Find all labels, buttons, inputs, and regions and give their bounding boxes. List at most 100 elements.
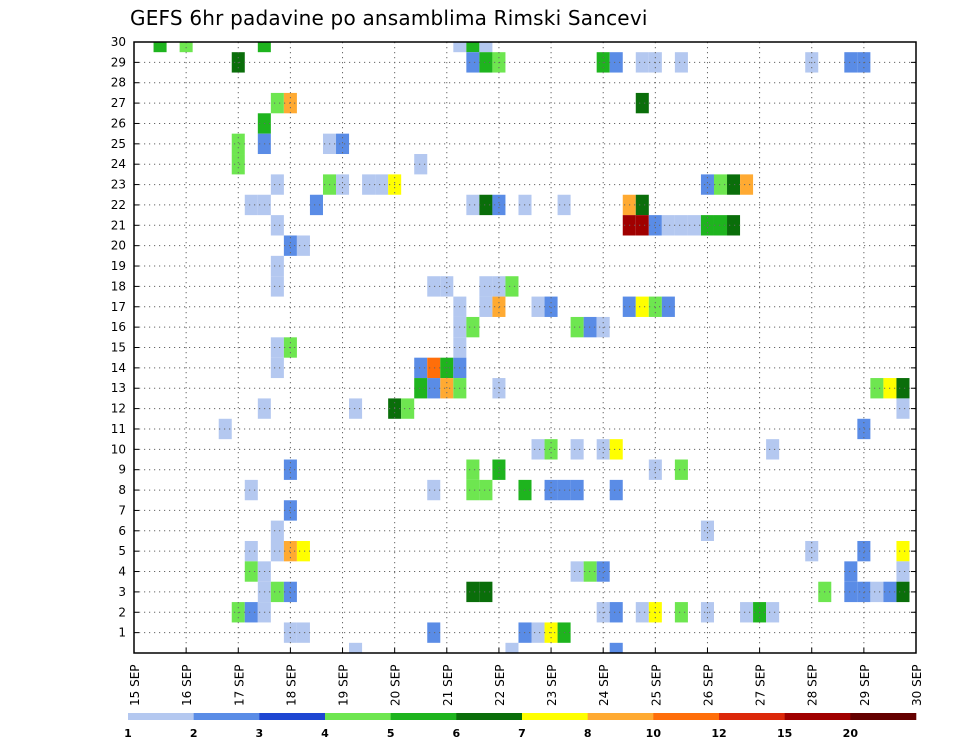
heatmap-cell bbox=[635, 602, 649, 623]
heatmap-cell bbox=[674, 215, 688, 236]
heatmap-cell bbox=[570, 439, 584, 460]
heatmap-cell bbox=[648, 296, 662, 317]
legend-label: 12 bbox=[711, 727, 726, 740]
heatmap-cell bbox=[296, 540, 310, 562]
y-tick-label: 16 bbox=[111, 320, 126, 334]
heatmap-cell bbox=[362, 174, 376, 195]
heatmap-cell bbox=[479, 52, 493, 73]
x-tick-label: 19 SEP bbox=[337, 664, 351, 706]
heatmap-cell bbox=[896, 561, 910, 582]
heatmap-cell bbox=[479, 194, 493, 216]
heatmap-cell bbox=[531, 622, 545, 643]
legend-label: 10 bbox=[646, 727, 662, 740]
x-tick-label: 16 SEP bbox=[180, 664, 194, 706]
x-tick-label: 18 SEP bbox=[284, 664, 298, 706]
legend-swatch bbox=[128, 713, 194, 720]
heatmap-cell bbox=[609, 439, 623, 460]
x-tick-label: 28 SEP bbox=[806, 664, 820, 706]
heatmap-cell bbox=[479, 581, 493, 603]
heatmap-cell bbox=[466, 42, 480, 53]
y-tick-label: 4 bbox=[118, 565, 126, 579]
heatmap-cell bbox=[375, 174, 389, 195]
heatmap-cell bbox=[427, 276, 441, 297]
heatmap-cell bbox=[544, 439, 558, 460]
heatmap-cell bbox=[492, 276, 506, 297]
y-tick-label: 3 bbox=[118, 585, 126, 599]
legend-label: 2 bbox=[190, 727, 198, 740]
legend-swatch bbox=[850, 713, 917, 720]
heatmap-cell bbox=[857, 581, 871, 603]
heatmap-cell bbox=[440, 378, 454, 399]
heatmap-cell bbox=[635, 215, 649, 236]
heatmap-cell bbox=[414, 154, 428, 175]
heatmap-cell bbox=[283, 540, 297, 562]
heatmap-cell bbox=[244, 194, 258, 216]
heatmap-cell bbox=[349, 398, 363, 419]
grid-lines bbox=[134, 42, 916, 653]
x-tick-label: 26 SEP bbox=[701, 664, 715, 706]
heatmap-cell bbox=[609, 52, 623, 73]
heatmap-cell bbox=[244, 540, 258, 562]
x-tick-label: 23 SEP bbox=[545, 664, 559, 706]
heatmap-cell bbox=[283, 500, 297, 521]
heatmap-cell bbox=[336, 174, 350, 195]
x-tick-label: 27 SEP bbox=[754, 664, 768, 706]
heatmap-cell bbox=[896, 581, 910, 603]
legend-label: 8 bbox=[584, 727, 592, 740]
y-axis-ticks: 1234567891011121314151617181920212223242… bbox=[111, 35, 916, 640]
y-tick-label: 20 bbox=[111, 239, 126, 253]
color-legend: 1 2 3 4 5 6 7 8 10 12 15 20 bbox=[124, 713, 917, 740]
x-tick-label: 30 SEP bbox=[910, 664, 924, 706]
chart-title: GEFS 6hr padavine po ansamblima Rimski S… bbox=[130, 6, 648, 30]
heatmap-cell bbox=[427, 622, 441, 643]
heatmap-cell bbox=[727, 174, 741, 195]
y-tick-label: 7 bbox=[118, 503, 126, 517]
heatmap-cell bbox=[414, 357, 428, 379]
y-tick-label: 9 bbox=[118, 463, 126, 477]
legend-label: 20 bbox=[843, 727, 859, 740]
heatmap-cell bbox=[440, 276, 454, 297]
heatmap-cell bbox=[427, 479, 441, 501]
heatmap-cell bbox=[700, 215, 714, 236]
heatmap-cell bbox=[635, 52, 649, 73]
heatmap-cell bbox=[257, 42, 271, 53]
legend-label: 5 bbox=[387, 727, 395, 740]
heatmap-cell bbox=[896, 540, 910, 562]
heatmap-cell bbox=[531, 296, 545, 317]
legend-swatch bbox=[719, 713, 785, 720]
y-tick-label: 27 bbox=[111, 96, 126, 110]
y-tick-label: 6 bbox=[118, 524, 126, 538]
heatmap-cell bbox=[661, 296, 675, 317]
x-tick-label: 20 SEP bbox=[389, 664, 403, 706]
heatmap-cell bbox=[283, 235, 297, 256]
heatmap-cell bbox=[492, 296, 506, 317]
heatmap-cell bbox=[544, 296, 558, 317]
y-tick-label: 19 bbox=[111, 259, 126, 273]
y-tick-label: 23 bbox=[111, 178, 126, 192]
heatmap-cell bbox=[635, 296, 649, 317]
heatmap-cell bbox=[231, 154, 245, 175]
heatmap-cell bbox=[661, 215, 675, 236]
heatmap-cell bbox=[896, 378, 910, 399]
y-tick-label: 14 bbox=[111, 361, 126, 375]
heatmap-cell bbox=[270, 357, 284, 379]
heatmap-cell bbox=[570, 561, 584, 582]
legend-label: 1 bbox=[124, 727, 132, 740]
heatmap-cell bbox=[270, 215, 284, 236]
y-tick-label: 10 bbox=[111, 442, 126, 456]
heatmap-cell bbox=[244, 479, 258, 501]
y-tick-label: 28 bbox=[111, 76, 126, 90]
y-tick-label: 25 bbox=[111, 137, 126, 151]
heatmap-cell bbox=[479, 296, 493, 317]
heatmap-cell bbox=[466, 459, 480, 480]
heatmap-cell bbox=[244, 602, 258, 623]
y-tick-label: 18 bbox=[111, 279, 126, 293]
heatmap-cell bbox=[844, 52, 858, 73]
heatmap-cell bbox=[270, 255, 284, 277]
heatmap-cell bbox=[609, 642, 623, 653]
heatmap-cell bbox=[453, 42, 467, 53]
heatmap-cell bbox=[309, 194, 323, 216]
heatmap-cell bbox=[596, 439, 610, 460]
heatmap-cell bbox=[283, 459, 297, 480]
heatmap-cell bbox=[244, 561, 258, 582]
